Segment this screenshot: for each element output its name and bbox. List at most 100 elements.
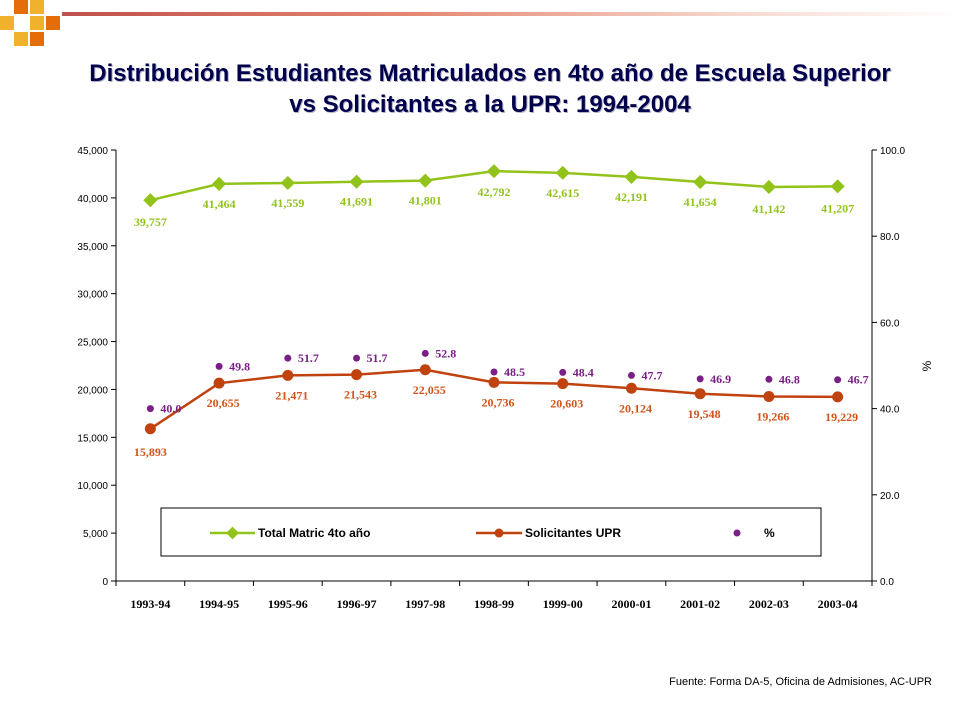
x-tick-label: 2003-04	[818, 597, 858, 611]
series-solicitantes-data-label: 19,229	[825, 410, 858, 424]
legend-solicitantes-label: Solicitantes UPR	[525, 526, 621, 540]
series-solicitantes-marker	[694, 388, 706, 400]
decorative-squares	[0, 0, 60, 46]
series-pct-data-label: 46.7	[848, 373, 869, 387]
deco-square	[30, 16, 44, 30]
series-pct-data-label: 48.4	[573, 365, 594, 379]
series-total-data-label: 39,757	[134, 215, 167, 229]
series-total-data-label: 41,691	[340, 195, 373, 209]
series-pct-data-label: 52.8	[435, 346, 456, 360]
series-total-marker	[761, 179, 776, 195]
series-solicitantes-marker	[625, 382, 637, 394]
y-right-tick-label: 60.0	[880, 318, 900, 329]
legend-pct-marker	[733, 529, 741, 537]
deco-square	[46, 16, 60, 30]
y-left-tick-label: 0	[102, 577, 108, 588]
series-pct-marker	[559, 368, 567, 376]
series-solicitantes-marker	[763, 390, 775, 402]
series-total-data-label: 42,615	[546, 186, 579, 200]
y-right-tick-label: 20.0	[880, 491, 900, 502]
y-left-tick-label: 25,000	[77, 338, 108, 349]
y-left-tick-label: 40,000	[77, 194, 108, 205]
series-pct-data-label: 51.7	[367, 351, 388, 365]
series-pct-data-label: 40.0	[160, 402, 181, 416]
series-solicitantes-data-label: 21,543	[344, 388, 377, 402]
y-right-axis-label: %	[920, 360, 934, 371]
series-total-marker	[830, 179, 845, 194]
series-pct-data-label: 46.8	[779, 372, 800, 386]
series-total-data-label: 41,142	[752, 202, 785, 216]
series-solicitantes-marker	[488, 376, 500, 388]
series-solicitantes-marker	[213, 377, 225, 389]
legend-total-label: Total Matric 4to año	[258, 526, 370, 540]
series-pct-marker	[146, 405, 154, 413]
series-pct-data-label: 51.7	[298, 351, 319, 365]
series-pct-marker	[765, 375, 773, 383]
series-solicitantes-data-label: 15,893	[134, 445, 167, 459]
series-solicitantes-marker	[351, 369, 363, 381]
x-tick-label: 1997-98	[405, 597, 445, 611]
deco-square	[30, 0, 44, 14]
y-left-tick-label: 20,000	[77, 385, 108, 396]
series-solicitantes-data-label: 21,471	[275, 388, 308, 402]
series-solicitantes-marker	[832, 391, 844, 403]
series-total-data-label: 41,207	[821, 201, 854, 215]
y-left-tick-label: 35,000	[77, 242, 108, 253]
series-pct-marker	[421, 349, 429, 357]
series-pct-marker	[490, 368, 498, 376]
x-tick-label: 2000-01	[611, 597, 651, 611]
series-solicitantes-data-label: 19,548	[688, 407, 721, 421]
series-solicitantes-marker	[419, 364, 431, 376]
series-solicitantes-data-label: 20,124	[619, 401, 652, 415]
y-left-tick-label: 10,000	[77, 481, 108, 492]
x-tick-label: 2002-03	[749, 597, 789, 611]
series-total-marker	[624, 169, 639, 184]
y-left-tick-label: 45,000	[77, 146, 108, 157]
y-right-tick-label: 80.0	[880, 232, 900, 243]
y-left-tick-label: 15,000	[77, 433, 108, 444]
series-solicitantes-data-label: 20,655	[207, 396, 240, 410]
series-total-marker	[280, 175, 295, 191]
source-note: Fuente: Forma DA-5, Oficina de Admisione…	[669, 676, 932, 688]
series-solicitantes-marker	[282, 369, 294, 381]
series-solicitantes-data-label: 22,055	[413, 383, 446, 397]
decorative-gradient-bar	[62, 12, 960, 16]
series-pct-data-label: 47.7	[641, 368, 662, 382]
series-pct-data-label: 49.8	[229, 359, 250, 373]
x-tick-label: 1993-94	[130, 597, 170, 611]
series-total-marker	[693, 174, 708, 190]
series-total-data-label: 41,654	[684, 195, 717, 209]
series-total-data-label: 42,792	[478, 185, 511, 199]
title-line-1: Distribución Estudiantes Matriculados en…	[89, 60, 891, 87]
series-pct-data-label: 48.5	[504, 365, 525, 379]
deco-square	[14, 32, 28, 46]
legend-solicitantes-marker	[494, 528, 504, 538]
deco-square	[30, 32, 44, 46]
series-total-data-label: 41,464	[203, 197, 236, 211]
series-total-marker	[349, 174, 364, 189]
series-pct-marker	[215, 362, 223, 370]
series-total-marker	[212, 176, 227, 191]
slide-title: Distribución Estudiantes Matriculados en…	[40, 58, 940, 120]
y-right-tick-label: 40.0	[880, 405, 900, 416]
series-pct-marker	[696, 375, 704, 383]
series-total-marker	[418, 173, 433, 188]
series-pct-data-label: 46.9	[710, 372, 731, 386]
deco-square	[14, 0, 28, 14]
series-pct-marker	[353, 354, 361, 362]
series-pct-marker	[627, 371, 635, 379]
series-total-marker	[143, 193, 158, 208]
series-pct-marker	[834, 376, 842, 384]
x-tick-label: 1998-99	[474, 597, 514, 611]
deco-square	[0, 16, 14, 30]
y-right-tick-label: 0.0	[880, 577, 894, 588]
title-line-2: vs Solicitantes a la UPR: 1994-2004	[289, 91, 691, 118]
y-right-tick-label: 100.0	[880, 146, 905, 157]
series-total-marker	[486, 164, 502, 179]
series-solicitantes-data-label: 20,736	[482, 395, 515, 409]
x-tick-label: 1995-96	[268, 597, 308, 611]
legend-pct-label: %	[764, 526, 775, 540]
y-left-tick-label: 5,000	[83, 529, 108, 540]
series-total-marker	[555, 165, 570, 180]
